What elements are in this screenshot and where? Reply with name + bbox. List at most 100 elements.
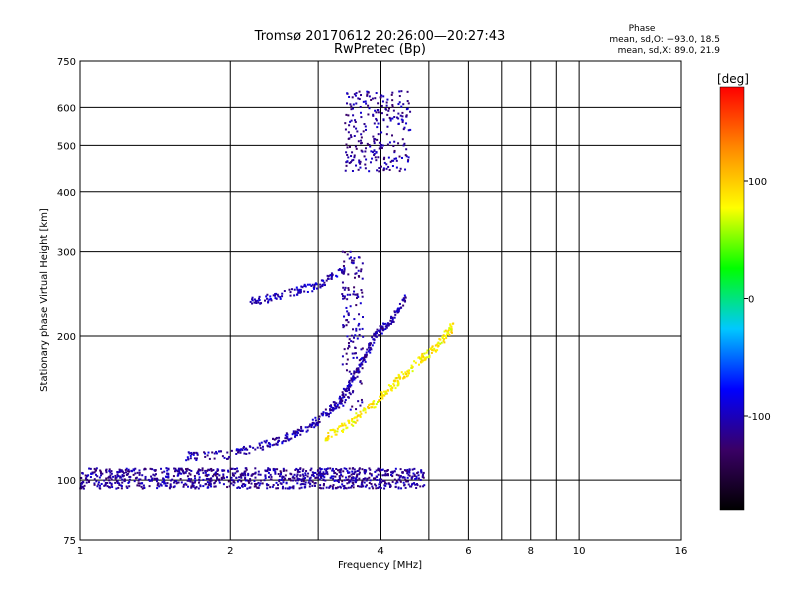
echo-point (335, 405, 338, 408)
echo-point (187, 478, 190, 481)
echo-point (347, 131, 350, 134)
echo-point (369, 351, 372, 354)
echo-point (361, 480, 364, 483)
echo-point (291, 479, 294, 482)
echo-point (211, 475, 214, 478)
echo-point (294, 430, 297, 433)
echo-point (218, 450, 221, 453)
echo-point (236, 486, 239, 489)
echo-point (171, 478, 174, 481)
echo-point (234, 468, 237, 471)
echo-point (410, 366, 413, 369)
echo-point (347, 475, 350, 478)
echo-point (406, 90, 409, 93)
echo-point (100, 482, 103, 485)
echo-point (316, 469, 319, 472)
echo-point (310, 479, 313, 482)
echo-point (351, 380, 354, 383)
echo-point (364, 167, 367, 170)
echo-point (337, 486, 340, 489)
echo-point (356, 294, 359, 297)
echo-point (324, 479, 327, 482)
echo-point (163, 482, 166, 485)
echo-point (186, 479, 189, 482)
echo-point (229, 467, 232, 470)
echo-point (144, 475, 147, 478)
echo-point (345, 487, 348, 490)
echo-point (341, 295, 344, 298)
echo-point (351, 159, 354, 162)
echo-point (391, 104, 394, 107)
echo-point (332, 401, 335, 404)
echo-point (369, 468, 372, 471)
echo-point (401, 111, 404, 114)
echo-point (283, 469, 286, 472)
echo-point (305, 430, 308, 433)
echo-point (312, 422, 315, 425)
echo-point (299, 430, 302, 433)
echo-point (163, 470, 166, 473)
echo-point (387, 109, 390, 112)
echo-point (218, 481, 221, 484)
echo-point (189, 473, 192, 476)
echo-point (353, 286, 356, 289)
echo-point (370, 348, 373, 351)
echo-point (341, 363, 344, 366)
echo-point (110, 482, 113, 485)
echo-point (304, 477, 307, 480)
echo-point (274, 471, 277, 474)
echo-point (342, 286, 345, 289)
echo-point (309, 469, 312, 472)
echo-point (245, 447, 248, 450)
echo-point (342, 470, 345, 473)
echo-point (344, 128, 347, 131)
echo-point (374, 334, 377, 337)
echo-point (345, 390, 348, 393)
echo-point (114, 474, 117, 477)
echo-point (386, 98, 389, 101)
echo-point (404, 300, 407, 303)
echo-point (185, 469, 188, 472)
echo-point (377, 473, 380, 476)
echo-point (93, 467, 96, 470)
echo-point (387, 324, 390, 327)
echo-point (329, 411, 332, 414)
echo-point (322, 482, 325, 485)
echo-point (343, 267, 346, 270)
echo-point (360, 136, 363, 139)
echo-point (402, 144, 405, 147)
echo-point (351, 377, 354, 380)
echo-point (378, 468, 381, 471)
echo-point (430, 351, 433, 354)
echo-point (406, 100, 409, 103)
echo-point (244, 472, 247, 475)
echo-point (348, 389, 351, 392)
echo-point (223, 477, 226, 480)
echo-point (376, 478, 379, 481)
echo-point (368, 487, 371, 490)
echo-point (108, 468, 111, 471)
echo-point (173, 485, 176, 488)
echo-point (364, 470, 367, 473)
echo-point (357, 140, 360, 143)
echo-point (303, 290, 306, 293)
echo-point (125, 467, 128, 470)
echo-point (375, 92, 378, 95)
echo-point (405, 375, 408, 378)
echo-point (346, 146, 349, 149)
echo-point (326, 413, 329, 416)
echo-point (180, 472, 183, 475)
echo-point (368, 404, 371, 407)
echo-point (413, 360, 416, 363)
echo-point (277, 439, 280, 442)
echo-point (361, 295, 364, 298)
echo-point (327, 437, 330, 440)
echo-point (296, 288, 299, 291)
echo-point (431, 349, 434, 352)
echo-point (284, 477, 287, 480)
echo-point (449, 323, 452, 326)
echo-point (345, 113, 348, 116)
echo-point (424, 356, 427, 359)
echo-point (325, 279, 328, 282)
echo-point (330, 405, 333, 408)
